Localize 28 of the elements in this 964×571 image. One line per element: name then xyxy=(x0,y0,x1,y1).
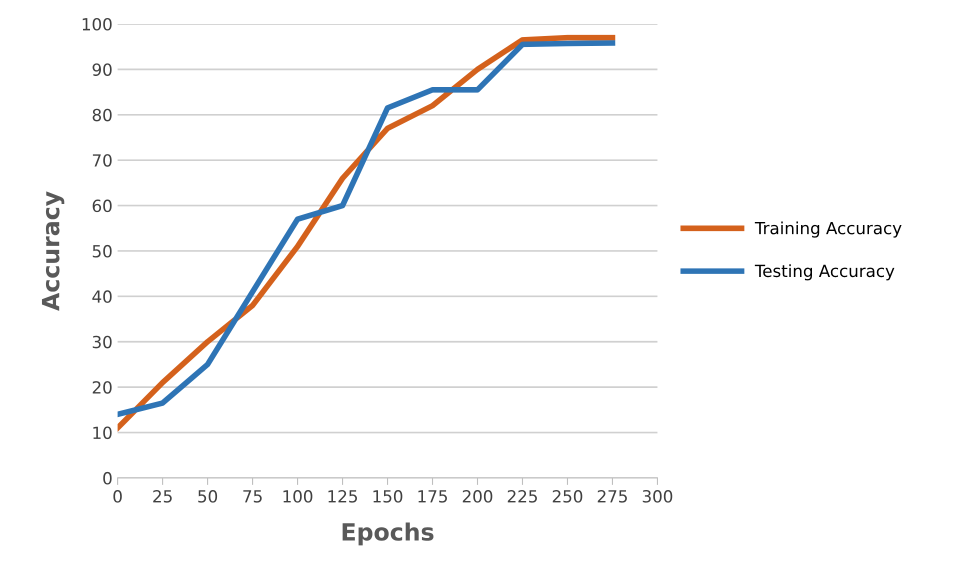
x-tick-label: 0 xyxy=(113,490,122,503)
x-tick-label: 225 xyxy=(508,490,537,503)
y-tick-label: 50 xyxy=(92,244,112,258)
x-axis-title: Epochs xyxy=(342,522,434,546)
y-tick-label: 10 xyxy=(93,426,112,440)
y-tick-label: 0 xyxy=(103,472,112,484)
legend-label: Training Accuracy xyxy=(754,221,902,238)
x-tick-label: 300 xyxy=(642,490,672,503)
y-tick-label: 20 xyxy=(92,381,112,394)
x-tick-label: 150 xyxy=(373,490,402,503)
x-tick-label: 200 xyxy=(462,490,492,503)
y-tick-label: 30 xyxy=(92,336,112,348)
y-tick-label: 70 xyxy=(92,154,112,167)
y-tick-label: 60 xyxy=(92,200,112,212)
x-tick-label: 125 xyxy=(328,490,357,503)
x-tick-label: 75 xyxy=(243,490,262,503)
y-tick-label: 100 xyxy=(82,18,112,31)
x-tick-label: 250 xyxy=(552,490,582,503)
y-tick-label: 80 xyxy=(92,108,112,122)
y-axis-title: Accuracy xyxy=(42,191,64,311)
x-tick-label: 175 xyxy=(418,490,447,503)
legend-label: Testing Accuracy xyxy=(754,264,894,280)
x-tick-label: 275 xyxy=(598,490,627,503)
y-tick-label: 90 xyxy=(92,63,112,76)
x-tick-label: 25 xyxy=(153,490,172,503)
x-tick-label: 100 xyxy=(283,490,312,503)
x-tick-label: 50 xyxy=(198,490,218,503)
y-tick-label: 40 xyxy=(92,290,112,303)
